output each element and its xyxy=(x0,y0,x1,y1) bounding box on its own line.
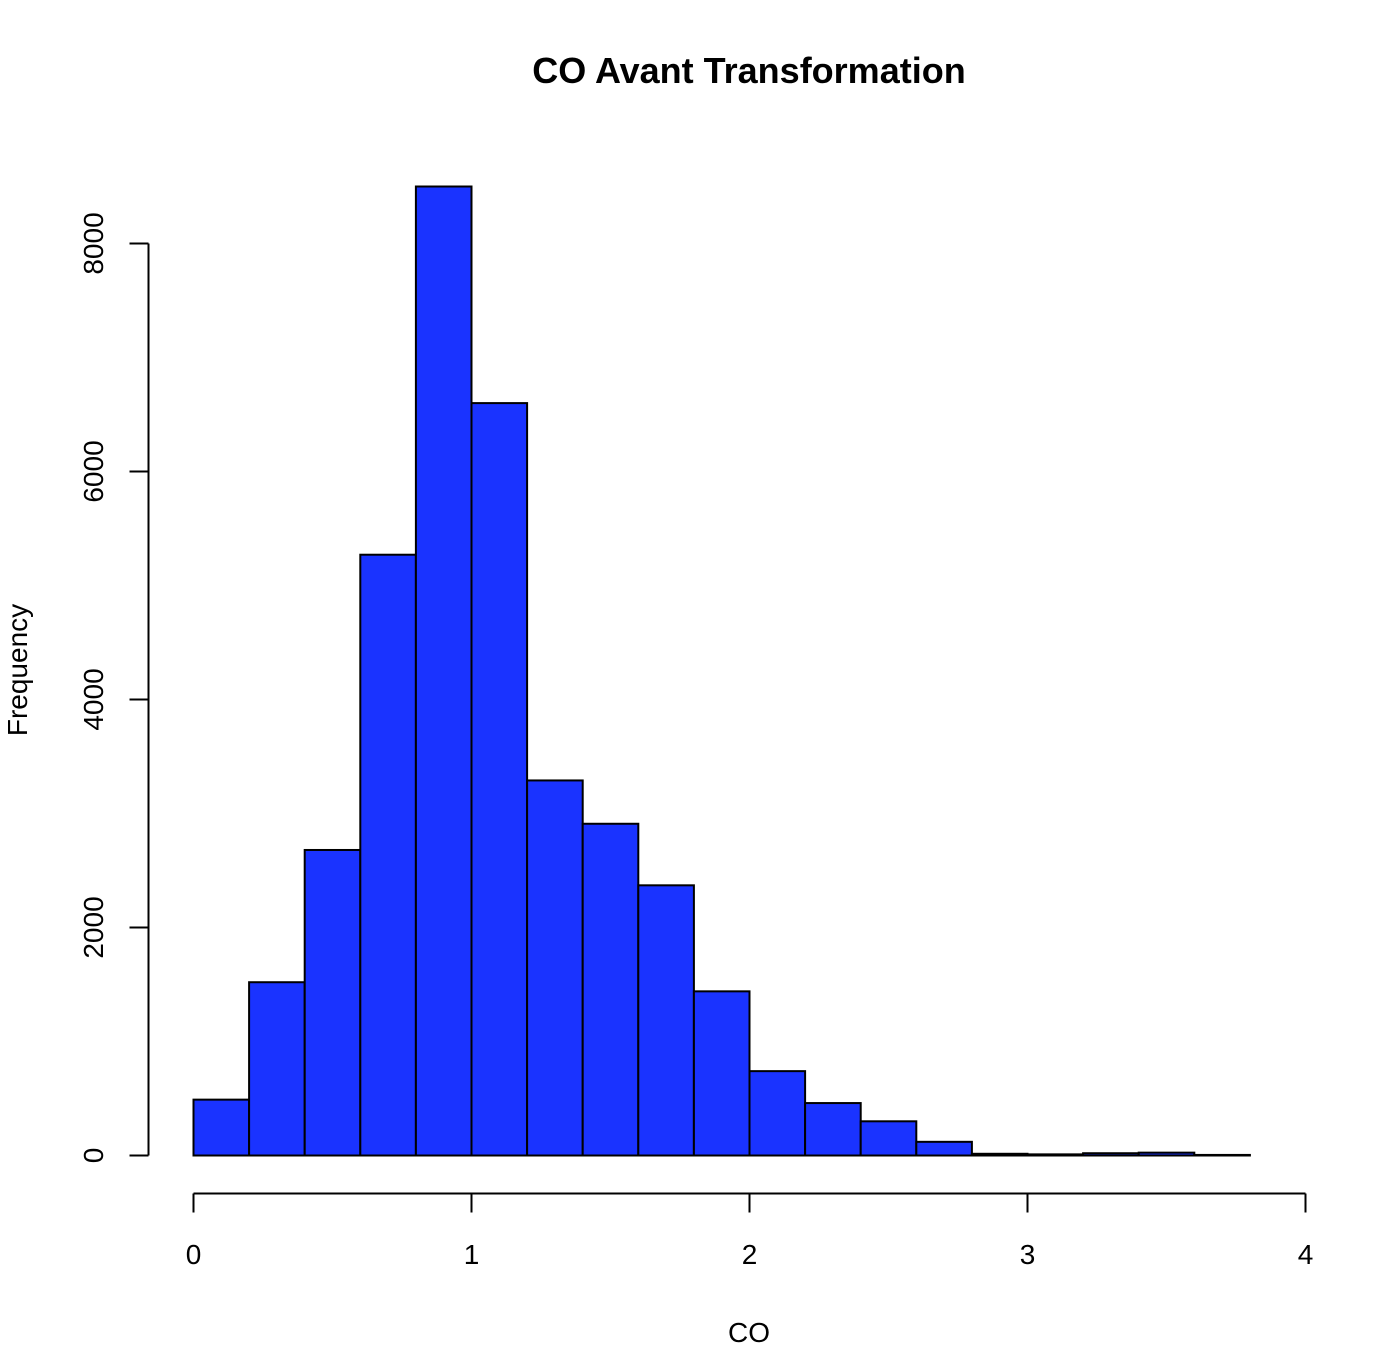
histogram-bar xyxy=(692,990,751,1157)
histogram-bar xyxy=(915,1140,973,1157)
x-tick-label: 3 xyxy=(1020,1239,1036,1270)
histogram-bar xyxy=(804,1102,862,1157)
bars-group xyxy=(192,185,1251,1157)
x-axis: 0 1 2 3 4 xyxy=(186,1192,1314,1270)
histogram-bar xyxy=(1026,1153,1085,1157)
histogram-bar xyxy=(1082,1152,1140,1157)
histogram-bar xyxy=(637,884,695,1157)
histogram-bar xyxy=(859,1120,918,1157)
histogram-bar xyxy=(303,848,362,1157)
histogram-bar xyxy=(748,1070,807,1157)
histogram-bar xyxy=(970,1152,1029,1157)
y-axis: 0 2000 4000 6000 8000 xyxy=(78,212,150,1164)
y-tick-label: 2000 xyxy=(78,896,109,958)
y-axis-label: Frequency xyxy=(2,604,33,736)
x-tick-label: 2 xyxy=(742,1239,758,1270)
y-tick-label: 0 xyxy=(78,1148,109,1164)
histogram-bar xyxy=(1193,1153,1251,1157)
histogram-bar xyxy=(248,981,306,1157)
x-tick-label: 1 xyxy=(464,1239,480,1270)
y-tick-label: 6000 xyxy=(78,440,109,502)
chart-title: CO Avant Transformation xyxy=(532,50,965,91)
histogram-bar xyxy=(526,779,584,1157)
histogram-bar xyxy=(1137,1151,1196,1157)
x-tick-label: 0 xyxy=(186,1239,202,1270)
histogram-bar xyxy=(359,553,417,1157)
x-tick-label: 4 xyxy=(1298,1239,1314,1270)
histogram-bar xyxy=(581,822,640,1157)
y-tick-label: 8000 xyxy=(78,212,109,274)
x-axis-label: CO xyxy=(728,1317,770,1348)
y-tick-label: 4000 xyxy=(78,668,109,730)
histogram-bar xyxy=(470,402,529,1157)
histogram-bar xyxy=(192,1098,251,1157)
histogram-bar xyxy=(414,185,473,1157)
